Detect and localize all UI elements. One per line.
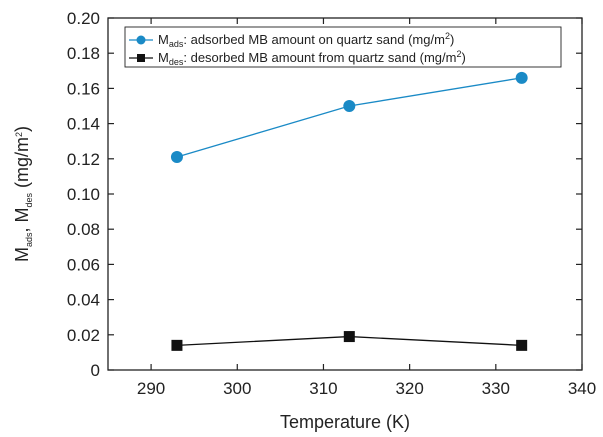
x-tick-label: 310 — [309, 379, 337, 398]
y-tick-label: 0.20 — [67, 9, 100, 28]
legend-entry-des: Mdes: desorbed MB amount from quartz san… — [129, 49, 466, 67]
y-tick-label: 0.04 — [67, 291, 100, 310]
y-tick-label: 0.02 — [67, 326, 100, 345]
data-point-des — [516, 339, 528, 351]
x-tick-label: 290 — [137, 379, 165, 398]
x-tick-label: 300 — [223, 379, 251, 398]
plot-frame — [107, 17, 583, 371]
y-tick-label: 0.18 — [67, 44, 100, 63]
y-tick-label: 0.14 — [67, 115, 100, 134]
x-axis-title: Temperature (K) — [280, 412, 410, 432]
x-tick-label: 330 — [482, 379, 510, 398]
legend-marker-ads — [136, 35, 146, 45]
y-tick-label: 0.06 — [67, 255, 100, 274]
x-tick-label: 320 — [395, 379, 423, 398]
ticks-layer: 290 300 310 320 330 340 0 0.02 0.04 0.06 0.08 0.10 0… — [67, 9, 596, 398]
legend-label-ads: Mads: adsorbed MB amount on quartz sand … — [158, 31, 454, 49]
y-tick-label: 0.10 — [67, 185, 100, 204]
data-point-des — [343, 331, 355, 343]
y-tick-label: 0.08 — [67, 220, 100, 239]
y-axis-title: Mads, Mdes (mg/m2) — [12, 126, 34, 262]
data-point-ads — [170, 151, 183, 164]
legend-entry-ads: Mads: adsorbed MB amount on quartz sand … — [129, 31, 454, 49]
series-layer — [170, 71, 528, 351]
y-tick-label: 0.16 — [67, 79, 100, 98]
legend-marker-des — [137, 54, 145, 62]
legend-box — [124, 26, 562, 68]
legend-label-des: Mdes: desorbed MB amount from quartz san… — [158, 49, 466, 67]
y-tick-label: 0 — [91, 361, 100, 380]
data-point-des — [171, 339, 183, 351]
data-point-ads — [515, 71, 528, 84]
data-point-ads — [343, 100, 356, 112]
legend: Mads: adsorbed MB amount on quartz sand … — [124, 26, 562, 68]
series-line-0 — [176, 77, 522, 158]
x-tick-label: 340 — [568, 379, 596, 398]
y-tick-label: 0.12 — [67, 150, 100, 169]
